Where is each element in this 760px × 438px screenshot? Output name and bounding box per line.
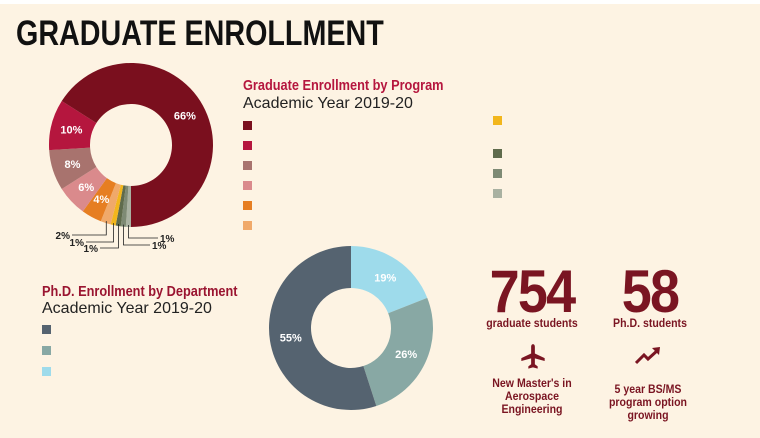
grad-legend-item [243, 181, 258, 190]
slice-value-label: 2% [56, 231, 71, 242]
aerospace-caption-line: New Master's in [492, 376, 572, 390]
legend-swatch [493, 169, 502, 178]
leader-line [72, 221, 107, 236]
slice-value-label: 26% [395, 349, 417, 361]
legend-swatch [42, 346, 51, 355]
grad-chart-subtitle: Academic Year 2019-20 [243, 95, 413, 112]
bsms-caption-line: 5 year BS/MS [614, 382, 682, 396]
legend-swatch [493, 149, 502, 158]
donut-slice [125, 185, 131, 227]
slice-value-label: 10% [60, 125, 82, 137]
grad-legend-item [493, 169, 508, 178]
slice-value-label: 8% [65, 159, 81, 171]
legend-swatch [243, 161, 252, 170]
bsms-caption: 5 year BS/MS program option growing [595, 383, 701, 422]
slice-value-label: 6% [78, 182, 94, 194]
legend-swatch [493, 189, 502, 198]
legend-swatch [243, 121, 252, 130]
graduate-enrollment-donut: 1%1%1%1%2%4%6%8%10%66% [49, 63, 214, 255]
slice-value-label: 66% [174, 110, 196, 122]
phd-caption: Ph.D. students [613, 316, 687, 330]
grad-legend-item [243, 121, 258, 130]
aerospace-caption-line: Engineering [501, 402, 563, 416]
donut-slice [115, 185, 126, 227]
grad-legend-item [243, 201, 258, 210]
legend-swatch [243, 141, 252, 150]
slice-value-label: 19% [374, 273, 396, 285]
top-strip [0, 0, 760, 4]
leader-line [86, 223, 114, 243]
legend-swatch [243, 201, 252, 210]
phd-enrollment-donut: 19% 26% 55% [268, 246, 433, 410]
phd-chart-title: Ph.D. Enrollment by Department [42, 283, 238, 300]
legend-swatch [42, 367, 51, 376]
slice-value-label: 1% [84, 244, 99, 255]
donut-slice [82, 178, 116, 222]
grad-legend-item [493, 189, 508, 198]
grad-legend-item [243, 161, 258, 170]
trending-up-icon [634, 347, 660, 365]
slice-value-label: 1% [152, 241, 167, 252]
grad-legend-item [493, 116, 508, 125]
aerospace-caption: New Master's in Aerospace Engineering [479, 377, 585, 416]
phd-count: 58 [621, 258, 680, 325]
phd-legend-item [42, 325, 57, 334]
grad-legend-item [243, 141, 258, 150]
legend-swatch [243, 181, 252, 190]
slice-value-label: 1% [160, 234, 175, 245]
slice-value-label: 4% [93, 194, 109, 206]
donut-slice [61, 166, 107, 212]
donut-slice [100, 183, 121, 225]
grad-caption: graduate students [486, 316, 578, 330]
bsms-caption-line: growing [627, 408, 669, 422]
phd-chart-subtitle: Academic Year 2019-20 [42, 300, 212, 317]
grad-count: 754 [489, 258, 576, 325]
leader-line [128, 224, 158, 239]
legend-swatch [243, 221, 252, 230]
donut-slice [120, 185, 129, 227]
phd-legend-item [42, 367, 57, 376]
grad-legend-item [243, 221, 258, 230]
phd-legend-item [42, 346, 57, 355]
donut-slice [110, 184, 124, 226]
grad-chart-title: Graduate Enrollment by Program [243, 77, 444, 94]
bsms-caption-line: program option [608, 395, 688, 409]
page-title: GRADUATE ENROLLMENT [16, 14, 384, 53]
slice-value-label: 1% [70, 238, 85, 249]
legend-swatch [493, 116, 502, 125]
aerospace-caption-line: Aerospace [504, 389, 560, 403]
donut-slice [351, 246, 428, 314]
airplane-icon [521, 344, 545, 369]
donut-slice [49, 147, 97, 189]
slice-value-label: 55% [280, 333, 302, 345]
leader-line [100, 224, 119, 249]
donut-slice [363, 297, 433, 406]
donut-slice [49, 101, 97, 151]
donut-slice [268, 246, 377, 410]
leader-line [123, 224, 150, 246]
donut-slice [61, 63, 214, 228]
legend-swatch [42, 325, 51, 334]
grad-legend-item [493, 149, 508, 158]
